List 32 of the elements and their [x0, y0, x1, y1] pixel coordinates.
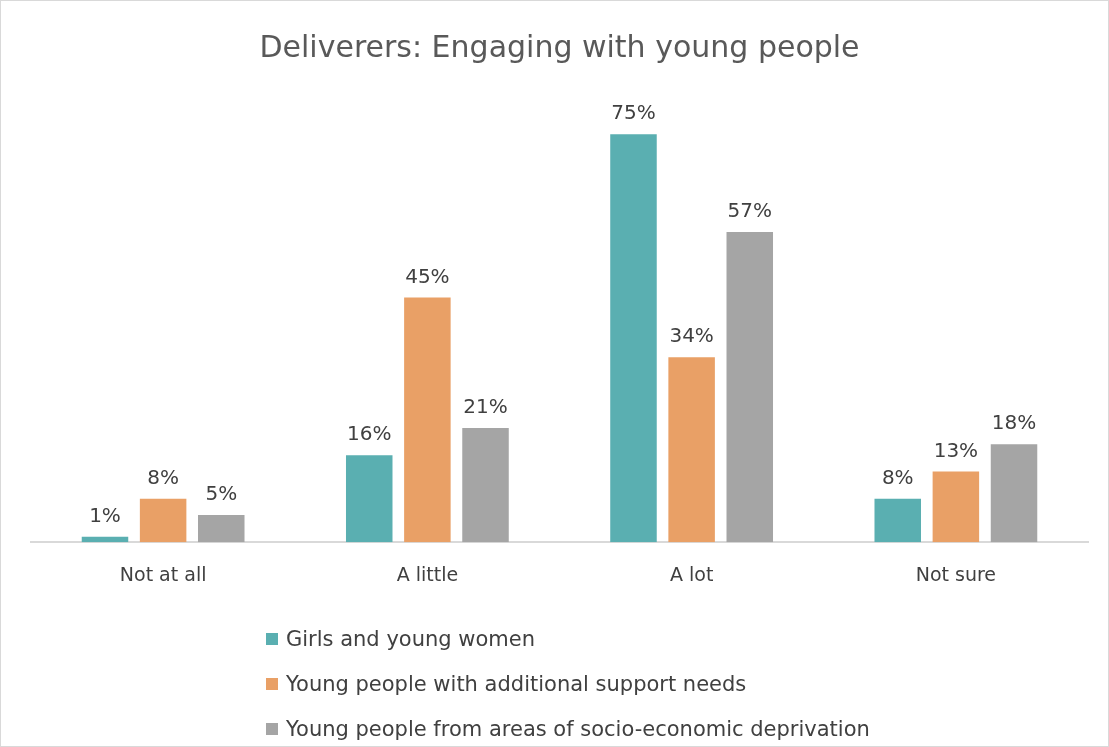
bar — [668, 357, 715, 543]
x-tick-label: Not at all — [119, 562, 207, 585]
bar — [139, 498, 187, 543]
legend-label: Young people with additional support needs — [286, 671, 747, 696]
bar — [990, 444, 1038, 543]
bar — [610, 134, 657, 543]
bar — [462, 427, 509, 543]
bar — [932, 471, 980, 543]
data-label: 45% — [405, 263, 450, 288]
bar — [81, 536, 129, 543]
x-tick-label: Not sure — [915, 562, 997, 585]
x-tick-label: A lot — [669, 562, 714, 585]
data-label: 16% — [347, 421, 392, 446]
data-label: 8% — [881, 464, 914, 489]
legend-label: Young people from areas of socio-economic deprivation — [286, 716, 870, 741]
bar — [404, 297, 451, 543]
bar — [345, 455, 393, 543]
data-label: 18% — [991, 410, 1037, 435]
bar — [874, 498, 921, 543]
data-label: 13% — [933, 437, 979, 462]
data-label: 34% — [669, 323, 714, 348]
data-label: 1% — [89, 502, 121, 527]
data-label: 21% — [463, 394, 508, 419]
data-label: 75% — [611, 100, 656, 125]
data-label: 57% — [727, 198, 772, 223]
x-tick-label: A little — [396, 562, 459, 585]
data-label: 8% — [147, 464, 179, 489]
bar — [726, 232, 774, 543]
chart-title: Deliverers: Engaging with young people — [259, 28, 860, 64]
legend-label: Girls and young women — [286, 626, 535, 651]
data-label: 5% — [205, 481, 238, 506]
bar — [198, 515, 245, 543]
